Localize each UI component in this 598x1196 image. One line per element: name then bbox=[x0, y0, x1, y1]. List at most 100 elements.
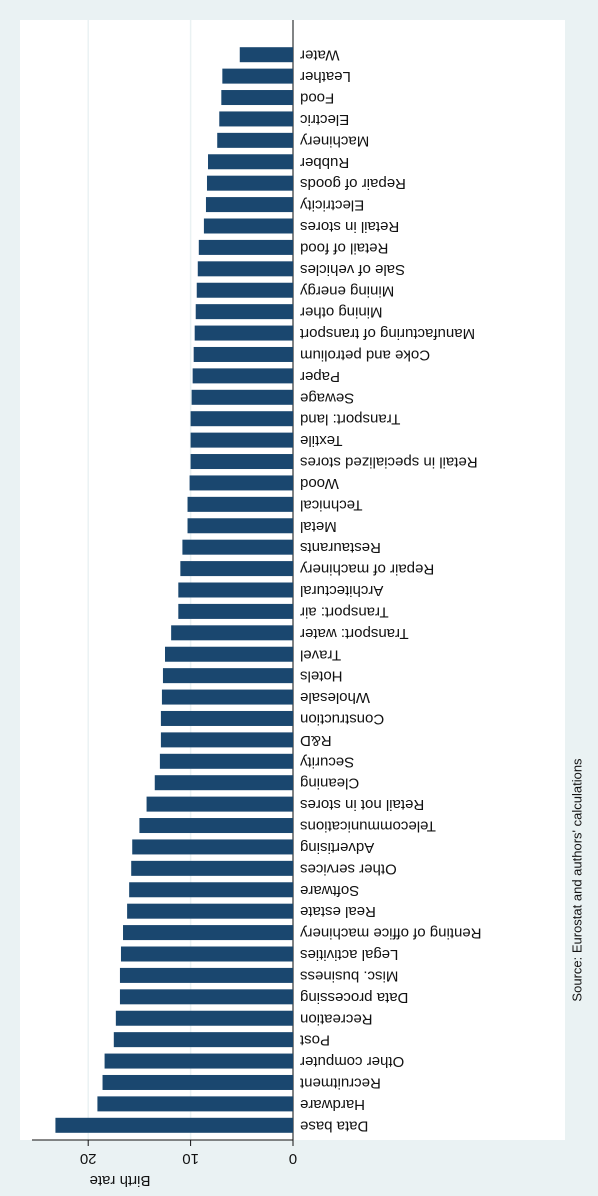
x-tick-label: 0 bbox=[289, 1150, 297, 1167]
bar bbox=[171, 625, 293, 641]
axis-title: Birth rate bbox=[90, 1172, 151, 1189]
bar bbox=[178, 582, 293, 598]
category-label: Technical bbox=[300, 496, 363, 513]
category-label: Transport: land bbox=[300, 411, 400, 428]
bar bbox=[189, 475, 293, 491]
bar bbox=[178, 603, 293, 619]
category-label: Other computer bbox=[300, 1053, 404, 1070]
category-label: Coke and petrolium bbox=[300, 347, 430, 364]
category-label: Wholesale bbox=[300, 689, 370, 706]
category-label: Manufacturing of transport bbox=[299, 325, 475, 342]
bar bbox=[196, 282, 293, 298]
category-label: Cleaning bbox=[300, 775, 359, 792]
source-note: Source: Eurostat and authors' calculatio… bbox=[569, 758, 584, 1002]
bar bbox=[193, 346, 293, 362]
category-label: Machinery bbox=[300, 132, 370, 149]
category-label: Electricity bbox=[300, 197, 365, 214]
bar bbox=[221, 90, 293, 106]
category-label: Hardware bbox=[300, 1096, 365, 1113]
bar bbox=[104, 1053, 293, 1069]
bar bbox=[119, 967, 293, 983]
category-label: Retail in specialized stores bbox=[300, 454, 478, 471]
category-label: Paper bbox=[300, 368, 340, 385]
bar bbox=[127, 903, 293, 919]
category-label: Telecommunications bbox=[300, 818, 436, 835]
bar bbox=[190, 432, 293, 448]
category-label: Sewage bbox=[300, 389, 354, 406]
category-label: Metal bbox=[300, 518, 337, 535]
bar bbox=[198, 239, 293, 255]
bar bbox=[115, 1010, 294, 1026]
category-label: Textile bbox=[300, 432, 343, 449]
x-tick-label: 10 bbox=[182, 1150, 199, 1167]
category-label: Repair of goods bbox=[300, 175, 406, 192]
bar bbox=[222, 68, 293, 84]
bar bbox=[192, 368, 293, 384]
bar bbox=[187, 496, 293, 512]
category-label: Retail in stores bbox=[300, 218, 399, 235]
bar bbox=[131, 860, 293, 876]
bar bbox=[187, 518, 293, 534]
category-label: Mining other bbox=[300, 304, 383, 321]
bar bbox=[160, 732, 293, 748]
category-label: Legal activities bbox=[300, 946, 398, 963]
bar bbox=[97, 1096, 293, 1112]
bar bbox=[182, 539, 293, 555]
bar bbox=[194, 325, 293, 341]
bar bbox=[123, 925, 294, 941]
category-label: Recreation bbox=[300, 1010, 373, 1027]
category-label: Software bbox=[300, 882, 359, 899]
category-label: Mining energy bbox=[300, 282, 395, 299]
x-tick-label: 20 bbox=[80, 1150, 97, 1167]
bar bbox=[132, 839, 293, 855]
bar bbox=[217, 132, 293, 148]
bar bbox=[206, 175, 293, 191]
category-label: Wood bbox=[300, 475, 339, 492]
bar bbox=[160, 710, 293, 726]
bar bbox=[203, 218, 293, 234]
bar bbox=[162, 668, 293, 684]
category-label: Hotels bbox=[300, 668, 343, 685]
bar bbox=[180, 561, 293, 577]
bar bbox=[139, 818, 293, 834]
bar bbox=[197, 261, 293, 277]
category-label: Transport: air bbox=[300, 603, 389, 620]
bar bbox=[55, 1117, 293, 1133]
bar bbox=[239, 47, 293, 63]
category-label: Restaurants bbox=[300, 539, 381, 556]
bar bbox=[191, 389, 293, 405]
bar bbox=[154, 775, 293, 791]
bar bbox=[161, 689, 293, 705]
category-label: Recruitment bbox=[299, 1075, 381, 1092]
category-label: Rubber bbox=[300, 154, 349, 171]
category-label: Travel bbox=[300, 646, 341, 663]
bar bbox=[159, 753, 293, 769]
bar bbox=[165, 646, 293, 662]
category-label: Repair of machinery bbox=[300, 561, 435, 578]
category-label: Construction bbox=[300, 711, 384, 728]
category-label: Other services bbox=[300, 860, 397, 877]
category-label: Post bbox=[299, 1032, 330, 1049]
category-label: Food bbox=[300, 90, 334, 107]
category-label: Electric bbox=[300, 111, 350, 128]
category-label: R&D bbox=[300, 732, 332, 749]
bar bbox=[129, 882, 293, 898]
bar bbox=[119, 989, 293, 1005]
bar bbox=[219, 111, 293, 127]
category-label: Transport: water bbox=[300, 625, 409, 642]
bar bbox=[195, 304, 293, 320]
bar bbox=[120, 946, 293, 962]
category-label: Architectural bbox=[300, 582, 383, 599]
category-label: Retail of food bbox=[300, 239, 388, 256]
category-label: Data processing bbox=[300, 989, 408, 1006]
category-label: Water bbox=[300, 47, 339, 64]
bar bbox=[205, 197, 293, 213]
category-label: Real estate bbox=[300, 903, 376, 920]
category-label: Misc. business bbox=[300, 967, 398, 984]
category-label: Retail not in stores bbox=[300, 796, 424, 813]
category-label: Leather bbox=[300, 68, 351, 85]
bar bbox=[208, 154, 293, 170]
category-label: Data base bbox=[300, 1117, 368, 1134]
category-label: Sale of vehicles bbox=[300, 261, 405, 278]
